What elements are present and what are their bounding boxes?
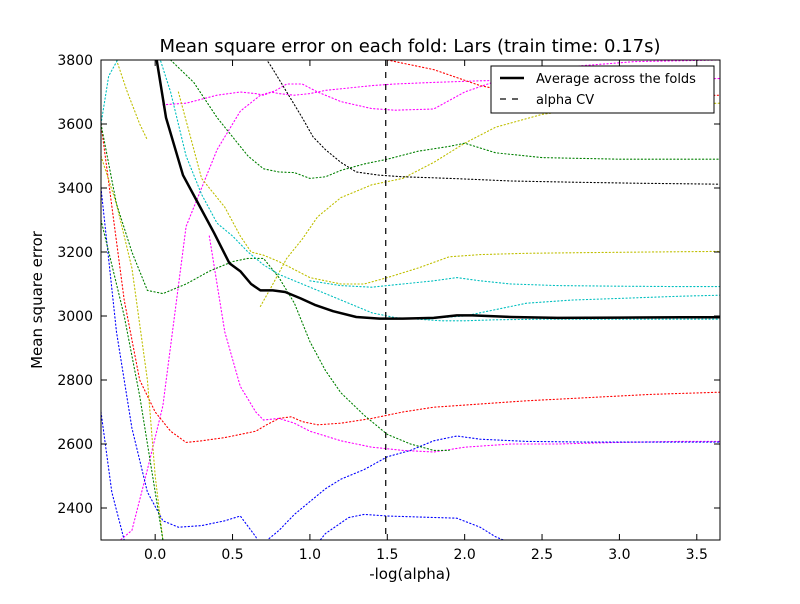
chart-title: Mean square error on each fold: Lars (tr… bbox=[159, 36, 660, 57]
fold-line-14 bbox=[170, 60, 720, 179]
x-tick-label: 0.5 bbox=[221, 547, 243, 563]
legend-box bbox=[490, 65, 715, 114]
x-tick-label: 0.0 bbox=[144, 547, 166, 563]
fold-line-16 bbox=[101, 219, 164, 540]
y-axis-label: Mean square error bbox=[28, 230, 46, 369]
x-tick-label: 1.0 bbox=[299, 547, 321, 563]
axes: 0.0 0.5 1.0 1.5 2.0 2.5 3.0 3.5 2400 2600 2800 3000… bbox=[57, 53, 720, 563]
y-tick-label: 3400 bbox=[57, 181, 93, 197]
x-axis-label: -log(alpha) bbox=[369, 565, 451, 583]
fold-line-21 bbox=[101, 60, 119, 125]
fold-line-19 bbox=[309, 277, 720, 288]
y-tick-label: 3800 bbox=[57, 53, 93, 69]
fold-line-10 bbox=[177, 91, 720, 285]
fold-line-12 bbox=[101, 155, 164, 540]
fold-line-18 bbox=[159, 60, 720, 322]
y-tick-label: 3200 bbox=[57, 245, 93, 261]
x-tick-label: 2.0 bbox=[454, 547, 476, 563]
y-tick-label: 2600 bbox=[57, 437, 93, 453]
fold-line-11 bbox=[259, 102, 720, 307]
legend-average-label: Average across the folds bbox=[536, 72, 696, 87]
x-tick-label: 3.0 bbox=[608, 547, 630, 563]
plot-frame bbox=[100, 59, 721, 541]
fold-line-6 bbox=[101, 187, 258, 540]
x-tick-label: 1.5 bbox=[376, 547, 398, 563]
average-line bbox=[155, 60, 720, 320]
fold-line-4 bbox=[208, 235, 720, 453]
x-tick-label: 3.5 bbox=[686, 547, 708, 563]
fold-line-13 bbox=[115, 60, 148, 141]
fold-line-7 bbox=[266, 435, 720, 540]
y-tick-label: 2800 bbox=[57, 373, 93, 389]
fold-line-9 bbox=[101, 411, 125, 540]
y-tick-label: 3000 bbox=[57, 309, 93, 325]
fold-line-17 bbox=[266, 60, 720, 185]
fold-line-15 bbox=[101, 123, 450, 451]
x-tick-label: 2.5 bbox=[531, 547, 553, 563]
y-tick-label: 3600 bbox=[57, 117, 93, 133]
legend-alpha-label: alpha CV bbox=[536, 93, 594, 108]
legend: Average across the folds alpha CV bbox=[490, 65, 715, 114]
y-tick-label: 2400 bbox=[57, 501, 93, 517]
plot-series bbox=[101, 60, 720, 540]
